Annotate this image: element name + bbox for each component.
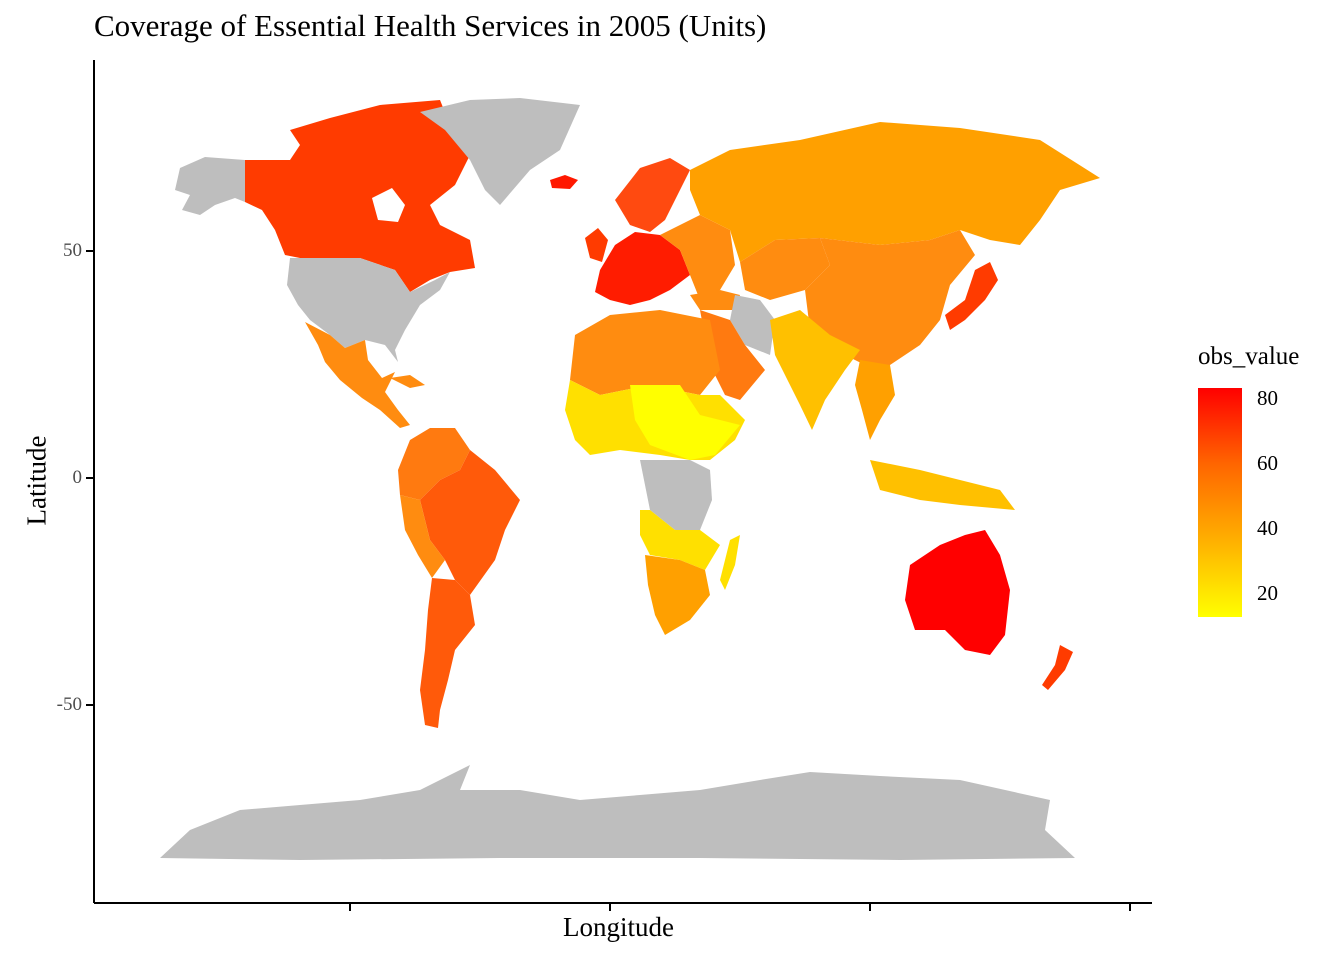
legend-label: 20 [1257,581,1278,605]
region-brazil [420,450,520,595]
region-iceland [550,175,578,189]
legend-title: obs_value [1198,343,1300,370]
region-eastern-europe [660,215,735,300]
region-central-africa [640,460,712,530]
y-tick-label: 0 [72,467,83,488]
region-canada [245,100,475,292]
y-tick-label: -50 [56,694,82,715]
region-antarctica [160,765,1075,860]
region-caribbean [390,375,425,388]
chart-title: Coverage of Essential Health Services in… [94,8,767,43]
region-south-america-north [398,428,470,500]
region-new-zealand [1042,645,1073,690]
region-scandinavia [615,158,690,232]
region-madagascar [720,535,740,590]
x-axis-label: Longitude [563,912,674,942]
region-iran [730,295,775,355]
region-uk [585,228,608,262]
region-central-asia [740,238,830,300]
region-turkey [690,290,740,310]
region-southern-africa [645,555,710,635]
region-japan [945,262,998,330]
region-central-sahel [630,385,740,460]
y-tick-label: 50 [63,240,82,261]
region-peru-bolivia [400,495,445,578]
region-arabia [700,310,765,400]
region-east-africa [640,510,720,570]
region-canada-island [372,188,405,222]
legend-label: 40 [1257,516,1278,540]
y-axis-label: Latitude [21,435,52,526]
region-india [770,310,860,430]
region-china [805,230,975,365]
legend-label: 80 [1257,386,1278,410]
region-mexico [305,322,410,428]
region-north-africa [570,310,720,395]
region-southern-cone [420,578,475,728]
region-usa [287,258,450,362]
region-australia [905,530,1010,655]
region-indonesia [870,460,1015,510]
legend-colorbar [1198,388,1242,617]
region-alaska [175,157,245,215]
region-western-europe [595,232,690,305]
legend-label: 60 [1257,451,1278,475]
region-russia [690,122,1100,262]
region-greenland [420,98,580,205]
region-southeast-asia [855,360,895,440]
